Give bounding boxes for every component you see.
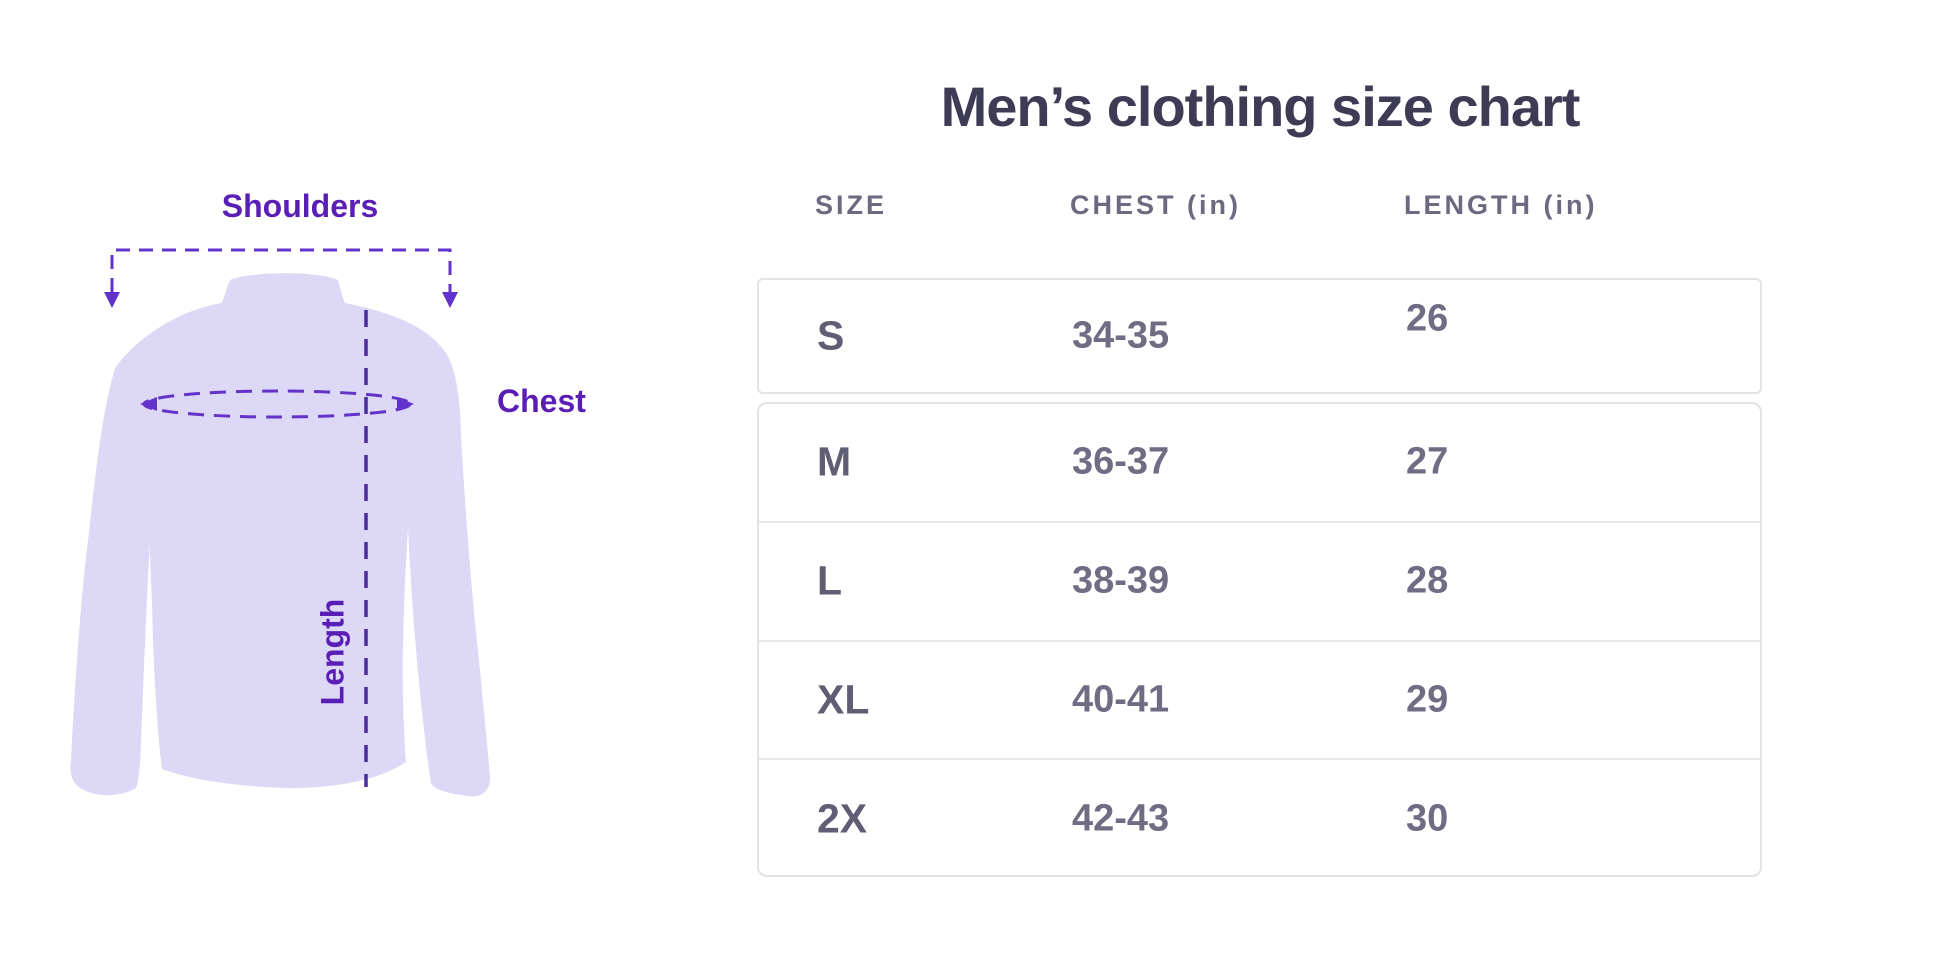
chest-arrow-right <box>397 397 414 411</box>
chest-cell: 42-43 <box>1072 797 1170 840</box>
table-header-row: SIZE CHEST (in) LENGTH (in) <box>757 190 1763 226</box>
table-row: XL 40-41 29 <box>759 639 1760 759</box>
table-row: 2X 42-43 30 <box>759 758 1760 877</box>
table-row: S 34-35 26 <box>759 280 1760 392</box>
chest-cell: 34-35 <box>1072 314 1170 357</box>
shoulders-arrow-left <box>104 292 120 308</box>
size-cell: XL <box>817 676 870 723</box>
chest-arrow-left <box>140 397 157 411</box>
column-header-size: SIZE <box>815 190 888 220</box>
length-cell: 27 <box>1406 440 1449 483</box>
length-label: Length <box>314 598 351 706</box>
shoulders-label: Shoulders <box>221 188 379 224</box>
size-table-group-m-2x: M 36-37 27 L 38-39 28 XL 40-41 29 2X 42-… <box>757 402 1762 877</box>
size-table-group-s: S 34-35 26 <box>757 278 1762 394</box>
shoulders-arrow-right <box>442 292 458 308</box>
chest-cell: 38-39 <box>1072 559 1170 602</box>
length-cell: 26 <box>1406 297 1449 340</box>
size-cell: L <box>817 557 843 604</box>
shoulders-bracket-line <box>110 248 452 292</box>
length-cell: 30 <box>1406 797 1449 840</box>
column-header-chest: CHEST (in) <box>1070 190 1241 220</box>
size-cell: 2X <box>817 795 868 842</box>
shirt-shape <box>70 273 491 797</box>
chest-label: Chest <box>497 383 586 419</box>
length-cell: 28 <box>1406 559 1449 602</box>
size-cell: S <box>817 312 845 359</box>
chest-cell: 40-41 <box>1072 678 1170 721</box>
column-header-length: LENGTH (in) <box>1404 190 1598 220</box>
page-title: Men’s clothing size chart <box>940 75 1581 138</box>
shirt-back-illustration <box>70 248 491 797</box>
length-cell: 29 <box>1406 678 1449 721</box>
size-cell: M <box>817 438 852 485</box>
shirt-measurement-diagram: Shoulders Chest Length <box>40 140 660 900</box>
table-row: M 36-37 27 <box>759 404 1760 521</box>
chest-cell: 36-37 <box>1072 440 1170 483</box>
table-row: L 38-39 28 <box>759 520 1760 640</box>
